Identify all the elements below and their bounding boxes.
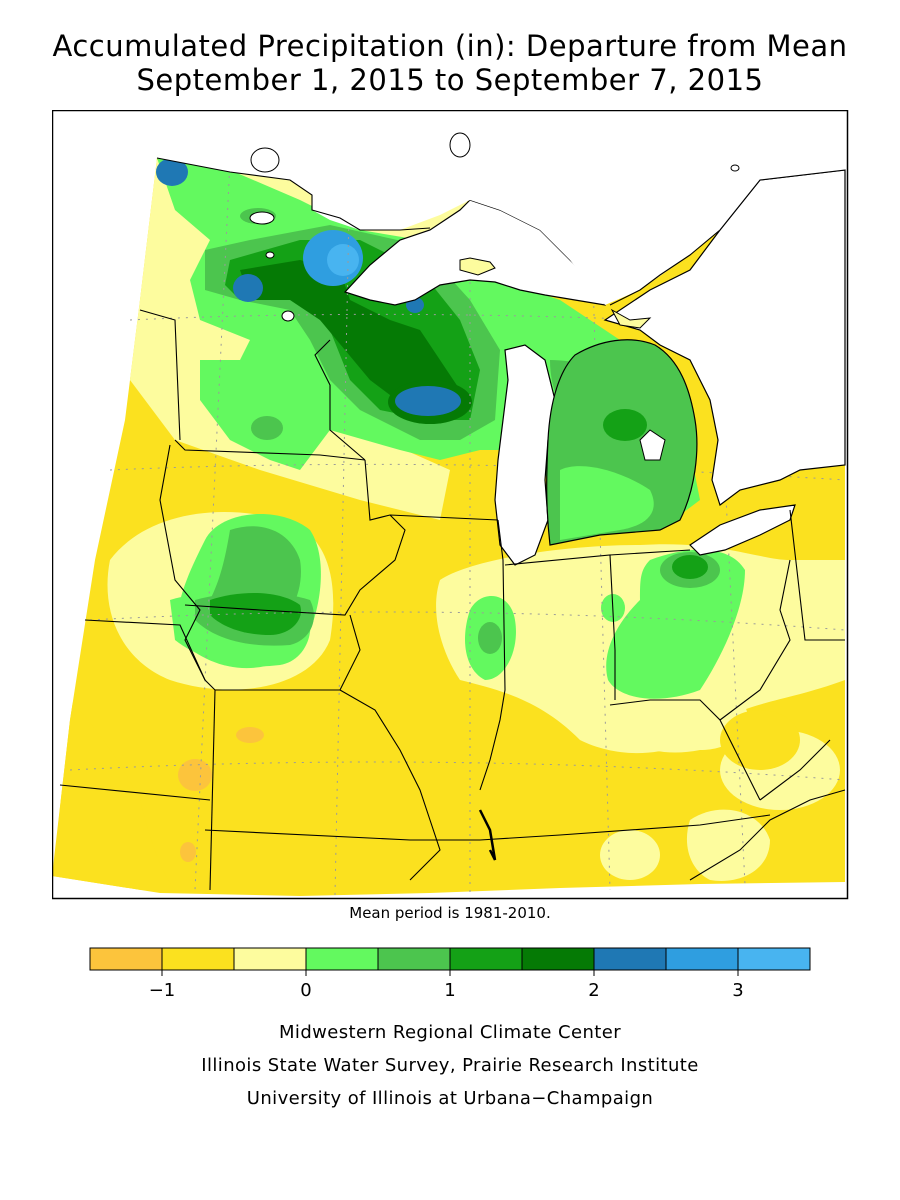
mean-period-note: Mean period is 1981-2010. xyxy=(349,904,551,922)
credit-mrcc: Midwestern Regional Climate Center xyxy=(278,1022,622,1043)
legend-bin xyxy=(593,947,667,971)
legend-bin xyxy=(89,947,163,971)
il-in xyxy=(479,519,506,791)
boundaries xyxy=(59,157,846,891)
wv-va xyxy=(759,739,831,801)
lake-erie xyxy=(689,504,796,556)
mi-north-dark xyxy=(603,409,647,441)
mi-oh xyxy=(609,549,691,556)
ks-mo-west xyxy=(209,689,216,891)
field-iowa-dark xyxy=(210,593,301,635)
field-core-very-wet xyxy=(240,260,460,410)
legend-bin xyxy=(521,947,595,971)
ks-ok xyxy=(59,784,211,801)
saginaw-bay xyxy=(639,429,666,461)
us-canada-border xyxy=(156,157,431,231)
sd-mn-border xyxy=(174,439,366,461)
legend-tick-label: −1 xyxy=(149,980,176,1000)
mn-wi-line xyxy=(314,339,366,461)
field-mn-mid-dot xyxy=(251,416,283,440)
field-arrowhead-lightblue xyxy=(327,244,359,276)
field-deficit-2 xyxy=(178,759,212,791)
field-oh-river-near-normal xyxy=(600,692,748,753)
field-deficit-1 xyxy=(236,727,264,743)
field-oh-wet xyxy=(606,549,745,699)
va-tn xyxy=(689,789,846,881)
credit-uiuc: University of Illinois at Urbana−Champai… xyxy=(246,1088,654,1109)
legend-tick-label: 2 xyxy=(588,980,599,1000)
field-oh-dark xyxy=(672,555,708,579)
map-title-line2: September 1, 2015 to September 7, 2015 xyxy=(136,63,764,97)
legend-bin xyxy=(665,947,739,971)
lake-michigan xyxy=(494,344,556,566)
legend-tick-label: 0 xyxy=(300,980,311,1000)
pa-ohio-east xyxy=(789,509,845,641)
canada-area xyxy=(157,110,845,305)
small-lakes xyxy=(249,132,740,322)
lake-huron-region xyxy=(603,169,846,506)
field-wv-below xyxy=(720,710,800,770)
field-nw-blue xyxy=(156,158,188,186)
in-mi-oh xyxy=(504,554,616,700)
legend-bin xyxy=(449,947,523,971)
map-title-line1: Accumulated Precipitation (in): Departur… xyxy=(52,29,848,63)
nd-mn-line xyxy=(139,309,181,441)
legend-tick-label: 1 xyxy=(444,980,455,1000)
legend-bin xyxy=(305,947,379,971)
oh-river xyxy=(609,699,761,801)
legend-bin xyxy=(377,947,451,971)
mo-ar-tn-ky xyxy=(204,814,771,841)
oh-wv-pa xyxy=(719,559,791,721)
ia-mn-wi xyxy=(364,459,499,521)
field-sw xyxy=(52,700,175,890)
ia-south xyxy=(184,514,406,616)
legend-bin xyxy=(233,947,307,971)
map-frame xyxy=(52,110,849,900)
legend-bin xyxy=(161,947,235,971)
legend-ticks: −1 0 1 2 3 xyxy=(149,970,744,1000)
legend-bins xyxy=(89,947,811,971)
field-ky2-near-normal xyxy=(686,809,770,881)
legend-tick-label: 3 xyxy=(732,980,743,1000)
mi-south-wet xyxy=(560,466,654,540)
field-mn-blue xyxy=(233,274,263,302)
field-deficit-3 xyxy=(180,842,196,862)
sd-ne-line xyxy=(159,444,206,681)
credit-isws: Illinois State Water Survey, Prairie Res… xyxy=(201,1055,699,1076)
mackinac-area xyxy=(610,308,652,329)
color-legend: −1 0 1 2 3 xyxy=(89,947,811,1000)
mo-il-river xyxy=(339,689,441,881)
field-wi-blue xyxy=(395,386,461,416)
legend-bin xyxy=(737,947,811,971)
us-canada-border-east xyxy=(609,169,846,306)
field-ky-near-normal xyxy=(600,830,660,880)
precipitation-departure-map xyxy=(52,110,849,900)
field-il-mid xyxy=(478,622,502,654)
great-lakes xyxy=(343,169,846,566)
kentucky-lake xyxy=(478,809,497,861)
